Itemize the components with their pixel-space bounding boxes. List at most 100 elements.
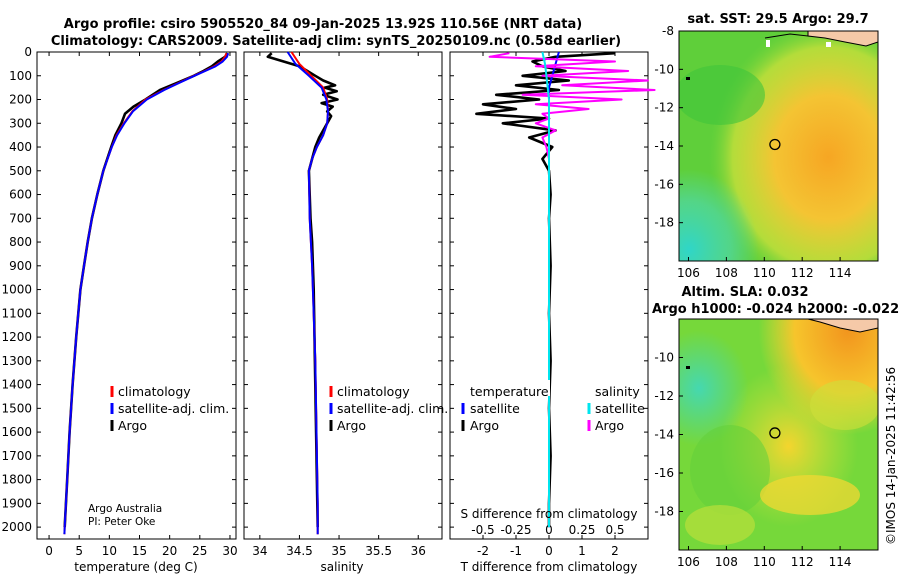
credit-line1: Argo Australia	[88, 503, 162, 515]
x-tick-label: 36	[411, 544, 426, 558]
depth-tick-label: 1700	[1, 449, 32, 463]
depth-tick-label: 1800	[1, 473, 32, 487]
depth-tick-label: 600	[9, 188, 32, 202]
series-line	[63, 52, 229, 528]
legend-sal-satellite-adj: satellite-adj. clim.	[337, 401, 448, 416]
depth-tick-label: 100	[9, 69, 32, 83]
depth-tick-label: 1100	[1, 306, 32, 320]
series-line	[63, 52, 230, 535]
map-x-tick-label: 110	[753, 555, 776, 569]
depth-tick-label: 1600	[1, 425, 32, 439]
salinity-xlabel: salinity	[320, 560, 363, 574]
legend-salinity-title: salinity	[595, 384, 640, 399]
depth-tick-label: 1500	[1, 401, 32, 415]
map-y-tick-label: -8	[662, 24, 674, 38]
sla-argo-marker	[769, 427, 781, 439]
map-y-tick-label: -18	[654, 505, 674, 519]
series-line	[541, 51, 550, 528]
s-tick-label: 0	[545, 523, 553, 537]
depth-tick-label: 900	[9, 259, 32, 273]
legend-argo: Argo	[118, 418, 147, 433]
credit-line2: PI: Peter Oke	[88, 516, 155, 528]
depth-tick-label: 2000	[1, 520, 32, 534]
series-line	[63, 52, 228, 535]
legend-satellite-adj: satellite-adj. clim.	[118, 401, 229, 416]
title-line1: Argo profile: csiro 5905520_84 09-Jan-20…	[64, 17, 582, 32]
depth-tick-label: 1400	[1, 378, 32, 392]
sdiff-xlabel: S difference from climatology	[461, 507, 638, 521]
map-x-tick-label: 106	[677, 555, 700, 569]
sst-map-title: sat. SST: 29.5 Argo: 29.7	[687, 12, 868, 27]
title-line2: Climatology: CARS2009. Satellite-adj cli…	[51, 34, 621, 49]
map-x-tick-label: 110	[753, 266, 776, 280]
map-y-tick-label: -14	[654, 139, 674, 153]
legend-climatology: climatology	[118, 384, 191, 399]
x-tick-label: 2	[611, 544, 619, 558]
legend-s-argo: Argo	[595, 418, 624, 433]
tdiff-xlabel: T difference from climatology	[460, 560, 638, 574]
temperature-axes	[36, 51, 237, 540]
profile-lines	[63, 51, 656, 535]
salinity-axes	[243, 51, 443, 540]
s-tick-label: -0.5	[471, 523, 494, 537]
x-axes-ticks: 0 5 10 15 20 25 30 34 34.5 35 35.5 36 -2 -1 0 1 2 -0.5 -0.…	[45, 52, 625, 558]
depth-tick-label: 300	[9, 116, 32, 130]
depth-tick-label: 800	[9, 235, 32, 249]
sst-map: sat. SST: 29.5 Argo: 29.7 106 108 110 112 11…	[654, 12, 879, 280]
salinity-legend: climatology satellite-adj. clim. Argo	[329, 384, 448, 433]
x-tick-label: 25	[192, 544, 207, 558]
series-line	[286, 51, 329, 535]
temperature-legend: climatology satellite-adj. clim. Argo	[110, 384, 229, 433]
depth-axis: 0 100 200 300 400 500 600 700 800 900 1000 1100 1200…	[1, 45, 648, 534]
legend-temperature-title: temperature	[470, 384, 549, 399]
map-y-tick-label: -16	[654, 466, 674, 480]
depth-tick-label: 1300	[1, 354, 32, 368]
x-tick-label: 20	[162, 544, 177, 558]
map-x-tick-label: 108	[715, 266, 738, 280]
x-tick-label: 30	[222, 544, 237, 558]
legend-sal-climatology: climatology	[337, 384, 410, 399]
x-tick-label: -1	[510, 544, 522, 558]
series-line	[290, 51, 329, 535]
sst-argo-marker	[769, 138, 781, 151]
depth-tick-label: 1900	[1, 496, 32, 510]
depth-tick-label: 1200	[1, 330, 32, 344]
s-tick-label: 0.25	[569, 523, 596, 537]
depth-tick-label: 200	[9, 93, 32, 107]
x-tick-label: 5	[75, 544, 83, 558]
map-x-tick-label: 112	[791, 266, 814, 280]
legend-t-satellite: satellite	[470, 401, 520, 416]
temperature-xlabel: temperature (deg C)	[74, 560, 197, 574]
map-y-tick-label: -10	[654, 62, 674, 76]
legend-s-satellite: satellite	[595, 401, 645, 416]
map-y-tick-label: -14	[654, 428, 674, 442]
x-tick-label: 10	[102, 544, 117, 558]
sla-map-subtitle: Argo h1000: -0.024 h2000: -0.022	[652, 302, 899, 317]
s-tick-label: 0.5	[605, 523, 624, 537]
x-tick-label: 1	[578, 544, 586, 558]
depth-tick-label: 500	[9, 164, 32, 178]
map-y-tick-label: -12	[654, 389, 674, 403]
s-tick-label: -0.25	[500, 523, 531, 537]
x-tick-label: 35	[331, 544, 346, 558]
sla-map-title: Altim. SLA: 0.032	[682, 285, 809, 300]
depth-tick-label: 1000	[1, 283, 32, 297]
x-tick-label: -2	[477, 544, 489, 558]
series-line	[475, 51, 616, 528]
map-x-tick-label: 106	[677, 266, 700, 280]
x-tick-label: 34.5	[286, 544, 313, 558]
timestamp: ©IMOS 14-Jan-2025 11:42:56	[884, 367, 898, 545]
map-x-tick-label: 108	[715, 555, 738, 569]
depth-tick-label: 700	[9, 211, 32, 225]
map-y-tick-label: -10	[654, 351, 674, 365]
map-x-tick-label: 114	[829, 555, 852, 569]
x-tick-label: 15	[132, 544, 147, 558]
x-tick-label: 35.5	[365, 544, 392, 558]
map-y-tick-label: -18	[654, 216, 674, 230]
legend-t-argo: Argo	[470, 418, 499, 433]
x-tick-label: 34	[252, 544, 267, 558]
x-tick-label: 0	[45, 544, 53, 558]
sla-map: Altim. SLA: 0.032 Argo h1000: -0.024 h20…	[652, 285, 899, 569]
depth-tick-label: 400	[9, 140, 32, 154]
